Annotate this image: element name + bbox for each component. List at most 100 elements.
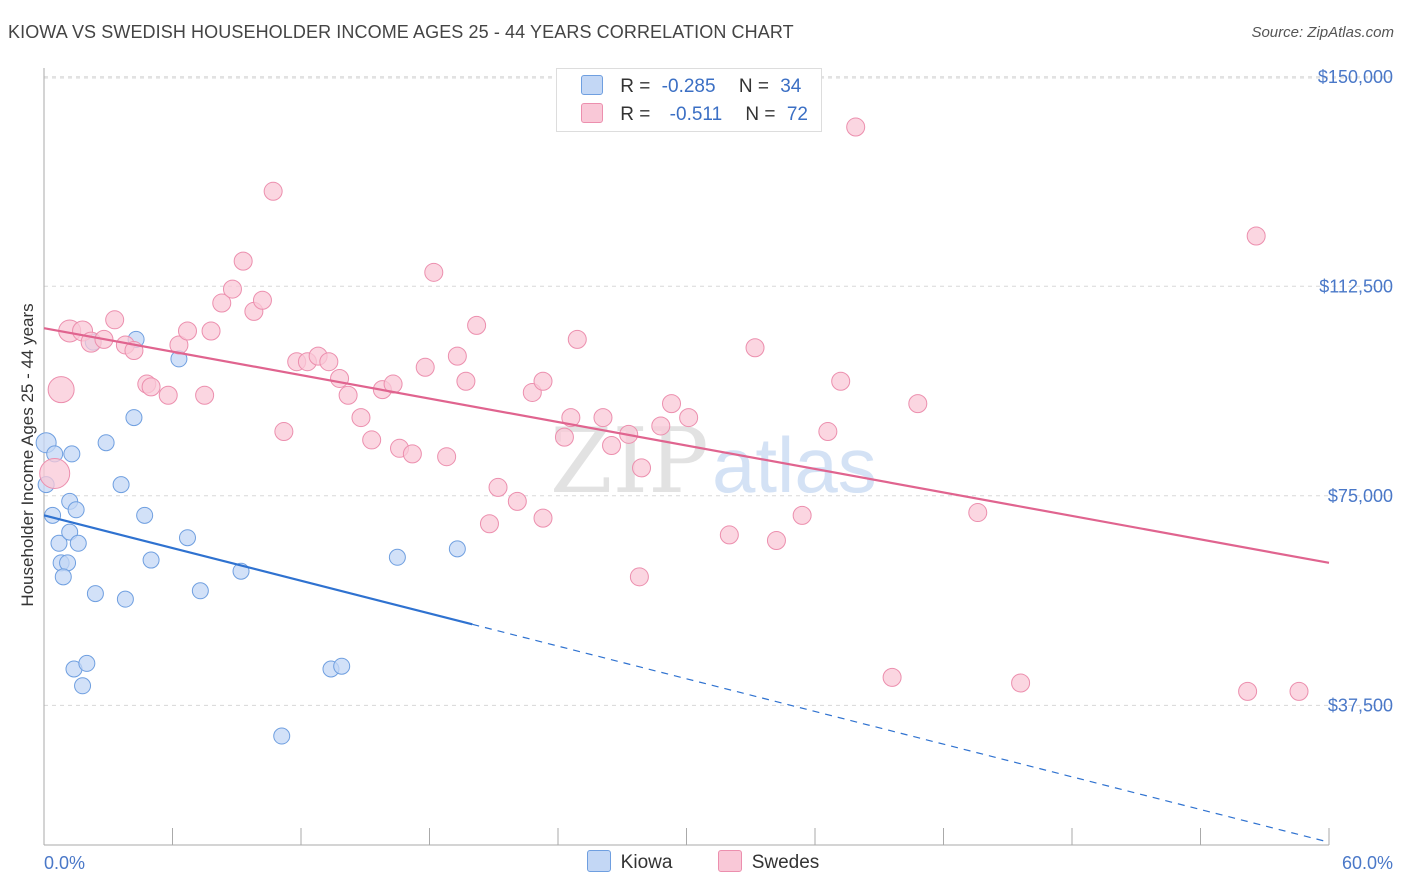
- swedes-point: [593, 408, 613, 428]
- kiowa-point: [112, 476, 130, 494]
- swedes-point: [252, 290, 272, 310]
- x-tick-label-min: 0.0%: [44, 853, 85, 873]
- kiowa-point: [67, 501, 85, 519]
- y-tick-label: $37,500: [1328, 695, 1393, 715]
- legend-r-label: R =: [620, 76, 651, 97]
- kiowa-point: [63, 445, 81, 463]
- kiowa-swatch: [586, 850, 611, 872]
- kiowa-point: [54, 568, 72, 586]
- swedes-point: [662, 394, 682, 414]
- swedes-point: [222, 279, 242, 299]
- legend-swatch-swedes: [581, 103, 603, 123]
- swedes-point: [1238, 681, 1258, 701]
- legend-n-value: 34: [780, 76, 802, 97]
- kiowa-label: Kiowa: [620, 852, 673, 873]
- legend-n-value: 72: [786, 104, 808, 125]
- swedes-point: [338, 385, 358, 405]
- swedes-point: [1289, 681, 1309, 701]
- swedes-point: [882, 667, 902, 687]
- legend-r-value: -0.511: [669, 104, 723, 125]
- kiowa-trend-extension: [472, 623, 1330, 843]
- kiowa-point: [86, 585, 104, 603]
- swedes-point: [141, 377, 161, 397]
- swedes-point: [351, 408, 371, 428]
- swedes-point: [831, 371, 851, 391]
- swedes-point: [105, 310, 125, 330]
- swedes-point: [201, 321, 221, 341]
- swedes-point: [274, 422, 294, 442]
- swedes-trend-line: [43, 327, 1330, 564]
- kiowa-point: [50, 534, 68, 552]
- swedes-point: [846, 117, 866, 137]
- series-legend-kiowa: Kiowa: [586, 850, 673, 874]
- swedes-point: [719, 525, 739, 545]
- y-tick-labels: $37,500 $75,000 $112,500 $150,000: [1318, 67, 1393, 716]
- swedes-point: [263, 181, 283, 201]
- swedes-point: [651, 416, 671, 436]
- swedes-point: [447, 346, 467, 366]
- trend-lines: [43, 327, 1330, 843]
- kiowa-point: [333, 657, 351, 675]
- swedes-point: [1246, 226, 1266, 246]
- swedes-point: [533, 508, 553, 528]
- swedes-point: [766, 530, 786, 550]
- swedes-point: [488, 477, 508, 497]
- swedes-point: [169, 335, 189, 355]
- axes: [43, 68, 1330, 846]
- swedes-point: [1011, 673, 1031, 693]
- kiowa-point: [97, 434, 115, 452]
- legend-row-swedes: R = -0.511 N = 72: [581, 103, 808, 126]
- swedes-point: [402, 444, 422, 464]
- swedes-point: [818, 422, 838, 442]
- swedes-swatch: [717, 850, 742, 872]
- kiowa-point: [125, 409, 143, 427]
- swedes-point: [745, 338, 765, 358]
- legend-swatch-kiowa: [581, 75, 603, 95]
- swedes-point: [629, 567, 649, 587]
- swedes-point: [479, 514, 499, 534]
- x-tick-label-max: 60.0%: [1342, 853, 1393, 873]
- swedes-point: [554, 427, 574, 447]
- kiowa-point: [74, 677, 92, 695]
- swedes-point: [792, 505, 812, 525]
- kiowa-point: [78, 654, 96, 672]
- swedes-point: [415, 357, 435, 377]
- data-points: [35, 117, 1309, 745]
- kiowa-point: [116, 590, 134, 608]
- swedes-point: [330, 368, 350, 388]
- kiowa-trend-line: [43, 514, 473, 626]
- swedes-point: [362, 430, 382, 450]
- source-credit: Source: ZipAtlas.com: [1251, 24, 1394, 41]
- kiowa-point: [191, 582, 209, 600]
- swedes-point: [679, 408, 699, 428]
- legend-row-kiowa: R = -0.285 N = 34: [581, 75, 801, 98]
- swedes-point: [602, 436, 622, 456]
- grid-lines: [44, 76, 1396, 706]
- series-legend-swedes: Swedes: [717, 850, 819, 874]
- legend-n-label: N =: [745, 104, 776, 125]
- swedes-point: [195, 385, 215, 405]
- kiowa-point: [273, 727, 291, 745]
- swedes-point: [424, 262, 444, 282]
- swedes-point: [533, 371, 553, 391]
- swedes-point: [47, 376, 75, 404]
- swedes-point: [561, 408, 581, 428]
- kiowa-point: [178, 529, 196, 547]
- swedes-point: [467, 315, 487, 335]
- kiowa-point: [69, 534, 87, 552]
- y-tick-label: $75,000: [1328, 486, 1393, 506]
- swedes-point: [507, 491, 527, 511]
- series-legend: Kiowa Swedes: [0, 850, 1406, 874]
- kiowa-point: [142, 551, 160, 569]
- y-axis-label: Householder Income Ages 25 - 44 years: [18, 303, 37, 606]
- kiowa-point: [61, 523, 79, 541]
- swedes-point: [632, 458, 652, 478]
- swedes-point: [177, 321, 197, 341]
- kiowa-point: [388, 548, 406, 566]
- kiowa-point: [136, 506, 154, 524]
- y-tick-label: $150,000: [1318, 67, 1393, 87]
- swedes-point: [233, 251, 253, 271]
- kiowa-point: [448, 540, 466, 558]
- legend-n-label: N =: [738, 76, 769, 97]
